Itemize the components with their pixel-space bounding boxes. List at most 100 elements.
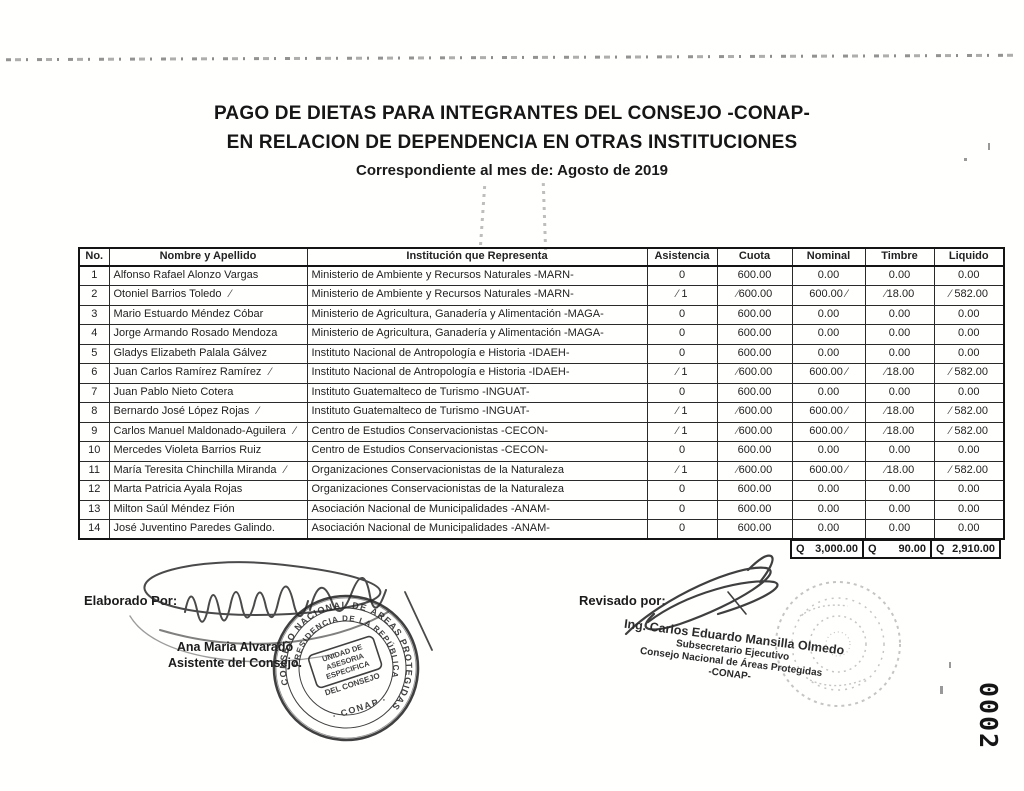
left-signer-title: Asistente del Consejo. [167,656,303,670]
row-timbre: 18.00 [864,460,935,481]
page-number: 0002 [974,682,1003,751]
row-cuota: 600.00 [716,265,793,286]
row-no: 10 [78,441,110,462]
row-name: Alfonso Rafael Alonzo Vargas [108,265,308,286]
row-cuota: 600.00 [716,363,793,384]
row-cuota: 600.00 [716,343,793,364]
row-no: 12 [78,480,110,501]
row-timbre: 0.00 [864,499,935,520]
scan-artifact-line [5,53,1017,62]
row-cuota: 600.00 [716,304,793,325]
row-institution: Instituto Nacional de Antropología e His… [306,343,648,364]
row-nominal: 0.00 [791,441,866,462]
column-header-2: Institución que Representa [306,247,648,267]
row-cuota: 600.00 [716,421,793,442]
row-asistencia: 1 [646,363,718,384]
row-liquido: 0.00 [933,382,1005,403]
row-no: 11 [78,460,110,481]
row-nominal: 0.00 [791,499,866,520]
row-nominal: 0.00 [791,519,866,540]
faint-round-stamp [775,581,901,707]
row-name: Otoniel Barrios Toledo [108,285,308,306]
currency-symbol: Q [796,543,805,555]
row-asistencia: 1 [646,460,718,481]
row-nominal: 0.00 [791,480,866,501]
left-signer-name: Ana Maria Alvarado [176,640,294,654]
row-institution: Centro de Estudios Conservacionistas -CE… [306,441,648,462]
row-no: 5 [78,343,110,364]
column-header-1: Nombre y Apellido [108,247,308,267]
row-cuota: 600.00 [716,402,793,423]
currency-symbol: Q [868,543,877,555]
row-institution: Ministerio de Agricultura, Ganadería y A… [306,324,648,345]
left-signer-block: Ana Maria Alvarado Asistente del Consejo… [150,640,320,670]
row-cuota: 600.00 [716,499,793,520]
row-institution: Ministerio de Ambiente y Recursos Natura… [306,265,648,286]
conap-round-stamp: CONSEJO NACIONAL DE ÁREAS PROTEGIDAS PRE… [263,585,429,744]
total-liquido-cell: Q 2,910.00 [930,539,1001,559]
row-name: José Juventino Paredes Galindo. [108,519,308,540]
row-institution: Instituto Guatemalteco de Turismo -INGUA… [306,382,648,403]
row-institution: Organizaciones Conservacionistas de la N… [306,460,648,481]
row-institution: Ministerio de Agricultura, Ganadería y A… [306,304,648,325]
row-cuota: 600.00 [716,324,793,345]
total-nominal-value: 3,000.00 [815,543,858,555]
row-asistencia: 0 [646,519,718,540]
row-nominal: 600.00 [791,363,866,384]
row-liquido: 582.00 [933,402,1005,423]
row-institution: Ministerio de Ambiente y Recursos Natura… [306,285,648,306]
row-cuota: 600.00 [716,441,793,462]
table-row: 7 Juan Pablo Nieto Cotera Instituto Guatem… [78,382,1005,403]
row-no: 1 [78,265,110,286]
table-header-row: No. Nombre y Apellido Institución que Repr… [78,247,1005,267]
table-body: 1 Alfonso Rafael Alonzo Vargas Ministerio … [78,265,1005,540]
row-cuota: 600.00 [716,519,793,540]
row-asistencia: 0 [646,499,718,520]
row-timbre: 0.00 [864,519,935,540]
row-no: 9 [78,421,110,442]
table-row: 12 Marta Patricia Ayala Rojas Organizacion… [78,480,1005,501]
table-row: 10 Mercedes Violeta Barrios Ruiz Centro de… [78,441,1005,462]
row-asistencia: 1 [646,285,718,306]
row-liquido: 582.00 [933,363,1005,384]
table-row: 14 José Juventino Paredes Galindo. Asociac… [78,519,1005,540]
row-timbre: 18.00 [864,421,935,442]
dietas-table: No. Nombre y Apellido Institución que Repr… [78,247,1005,540]
row-asistencia: 1 [646,402,718,423]
row-no: 3 [78,304,110,325]
table-row: 3 Mario Estuardo Méndez Cóbar Ministerio d… [78,304,1005,325]
row-no: 8 [78,402,110,423]
row-liquido: 582.00 [933,460,1005,481]
row-no: 7 [78,382,110,403]
scan-speck [964,158,967,161]
row-no: 4 [78,324,110,345]
row-asistencia: 0 [646,441,718,462]
total-nominal-cell: Q 3,000.00 [790,539,864,559]
row-name: Carlos Manuel Maldonado-Aguilera [108,421,308,442]
row-liquido: 582.00 [933,285,1005,306]
row-cuota: 600.00 [716,382,793,403]
row-nominal: 600.00 [791,460,866,481]
scan-smudge [478,185,487,249]
row-timbre: 0.00 [864,324,935,345]
row-timbre: 0.00 [864,480,935,501]
scan-smudge [541,182,548,254]
row-name: Juan Carlos Ramírez Ramírez [108,363,308,384]
row-no: 14 [78,519,110,540]
row-nominal: 600.00 [791,421,866,442]
row-institution: Instituto Guatemalteco de Turismo -INGUA… [306,402,648,423]
row-name: Mario Estuardo Méndez Cóbar [108,304,308,325]
row-institution: Asociación Nacional de Municipalidades -… [306,519,648,540]
column-header-0: No. [78,247,110,267]
row-cuota: 600.00 [716,285,793,306]
row-nominal: 0.00 [791,343,866,364]
row-timbre: 0.00 [864,382,935,403]
row-timbre: 0.00 [864,265,935,286]
totals-row: Q 3,000.00 Q 90.00 Q 2,910.00 [790,539,1001,559]
page-title-line1: PAGO DE DIETAS PARA INTEGRANTES DEL CONS… [213,103,811,124]
row-liquido: 0.00 [933,441,1005,462]
